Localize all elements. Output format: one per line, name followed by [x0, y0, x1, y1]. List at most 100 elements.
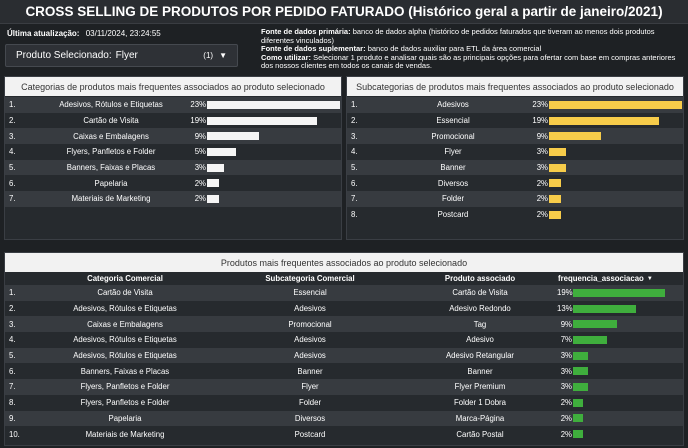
header-product[interactable]: Produto associado — [444, 274, 516, 283]
cell-frequency: 7% — [555, 335, 683, 344]
list-item[interactable]: 6. Papelaria 2% — [5, 175, 341, 192]
row-percent: 3% — [536, 163, 548, 173]
list-item[interactable]: 4. Flyer 3% — [347, 144, 683, 160]
table-row[interactable]: 4. Adesivos, Rótulos e Etiquetas Adesivos A… — [5, 332, 683, 348]
list-item[interactable]: 4. Flyers, Panfletos e Folder 5% — [5, 144, 341, 160]
list-item[interactable]: 3. Promocional 9% — [347, 128, 683, 145]
info-usage-text: Selecionar 1 produto e analisar quais sã… — [261, 52, 676, 71]
last-update-label: Última atualização: — [7, 29, 80, 38]
row-bar — [549, 147, 566, 156]
table-row[interactable]: 6. Banners, Faixas e Placas Banner Banner 3% — [5, 363, 683, 380]
row-bar-track — [207, 147, 341, 156]
cell-frequency: 3% — [555, 382, 683, 391]
cell-subcategory: Folder — [298, 398, 322, 408]
table-row[interactable]: 2. Adesivos, Rótulos e Etiquetas Adesivos A… — [5, 300, 683, 317]
cell-rank: 4. — [9, 335, 16, 345]
row-rank: 5. — [351, 163, 358, 173]
list-item[interactable]: 3. Caixas e Embalagens 9% — [5, 128, 341, 145]
row-bar-track — [549, 163, 683, 172]
cell-product: Tag — [473, 319, 487, 329]
row-percent: 19% — [532, 116, 548, 126]
list-item[interactable]: 8. Postcard 2% — [347, 206, 683, 223]
row-rank: 6. — [351, 178, 358, 188]
info-usage-label: Como utilizar: — [261, 52, 311, 62]
row-bar — [549, 163, 566, 172]
row-bar-track — [549, 132, 683, 141]
page-title: CROSS SELLING DE PRODUTOS POR PEDIDO FAT… — [0, 0, 688, 24]
table-row[interactable]: 9. Papelaria Diversos Marca-Página 2% — [5, 410, 683, 427]
info-supp-label: Fonte de dados suplementar: — [261, 44, 366, 54]
cell-frequency-bar — [573, 382, 588, 391]
info-box: Fonte de dados primária: banco de dados … — [257, 26, 685, 70]
cell-category: Banners, Faixas e Placas — [80, 366, 170, 376]
row-label: Materiais de Marketing — [71, 194, 151, 204]
row-rank: 3. — [351, 131, 358, 141]
row-label: Caixas e Embalagens — [73, 131, 149, 141]
row-bar-track — [549, 179, 683, 188]
cell-subcategory: Banner — [297, 366, 323, 376]
table-row[interactable]: 5. Adesivos, Rótulos e Etiquetas Adesivos A… — [5, 347, 683, 364]
table-row[interactable]: 7. Flyers, Panfletos e Folder Flyer Flyer P… — [5, 379, 683, 395]
row-bar-track — [207, 163, 341, 172]
cell-rank: 1. — [9, 288, 16, 298]
cell-frequency-track — [573, 382, 683, 391]
cell-rank: 10. — [9, 429, 20, 439]
cell-category: Papelaria — [108, 413, 142, 423]
table-row[interactable]: 10. Materiais de Marketing Postcard Cartão … — [5, 426, 683, 442]
cell-category: Adesivos, Rótulos e Etiquetas — [73, 335, 177, 345]
list-item[interactable]: 5. Banners, Faixas e Placas 3% — [5, 159, 341, 176]
table-row[interactable]: 3. Caixas e Embalagens Promocional Tag 9% — [5, 316, 683, 333]
header-category[interactable]: Categoria Comercial — [87, 274, 163, 283]
products-table-header: Categoria Comercial Subcategoria Comerci… — [5, 272, 683, 285]
header-subcategory[interactable]: Subcategoria Comercial — [265, 274, 355, 283]
cell-frequency-percent: 3% — [560, 382, 572, 392]
row-bar-track — [549, 100, 683, 109]
row-label: Adesivos — [437, 100, 469, 110]
page-title-text: CROSS SELLING DE PRODUTOS POR PEDIDO FAT… — [25, 4, 663, 19]
header-frequency[interactable]: frequencia_associacao ▼ — [555, 274, 683, 283]
row-rank: 4. — [351, 147, 358, 157]
cell-frequency: 9% — [555, 320, 683, 329]
cell-frequency-percent: 19% — [557, 288, 573, 298]
row-bar — [207, 147, 236, 156]
row-bar — [549, 132, 601, 141]
table-row[interactable]: 8. Flyers, Panfletos e Folder Folder Folder… — [5, 394, 683, 411]
product-selector-count: (1) — [203, 51, 214, 60]
info-usage: Como utilizar: Selecionar 1 produto e an… — [261, 52, 681, 71]
list-item[interactable]: 2. Cartão de Visita 19% — [5, 112, 341, 129]
list-item[interactable]: 6. Diversos 2% — [347, 175, 683, 192]
product-selector[interactable]: Produto Selecionado: Flyer (1) ▼ — [5, 44, 238, 67]
cell-rank: 2. — [9, 304, 16, 314]
info-supp-text: banco de dados auxiliar para ETL da área… — [365, 44, 542, 54]
chevron-down-icon[interactable]: ▼ — [219, 51, 227, 60]
row-label: Cartão de Visita — [83, 116, 139, 126]
list-item[interactable]: 7. Folder 2% — [347, 191, 683, 207]
row-rank: 2. — [9, 116, 16, 126]
list-item[interactable]: 1. Adesivos 23% — [347, 97, 683, 113]
cell-frequency-percent: 13% — [557, 304, 573, 314]
products-table-body: 1. Cartão de Visita Essencial Cartão de Vis… — [5, 285, 683, 442]
cell-category: Flyers, Panfletos e Folder — [80, 398, 170, 408]
row-rank: 7. — [351, 194, 358, 204]
cell-category: Cartão de Visita — [97, 288, 153, 298]
cell-rank: 8. — [9, 398, 16, 408]
sort-desc-icon[interactable]: ▼ — [646, 275, 653, 282]
list-item[interactable]: 1. Adesivos, Rótulos e Etiquetas 23% — [5, 97, 341, 113]
list-item[interactable]: 7. Materiais de Marketing 2% — [5, 191, 341, 207]
cell-frequency: 3% — [555, 367, 683, 376]
table-row[interactable]: 1. Cartão de Visita Essencial Cartão de Vis… — [5, 285, 683, 301]
row-percent: 2% — [536, 194, 548, 204]
row-label: Flyers, Panfletos e Folder — [66, 147, 156, 157]
header-frequency-label: frequencia_associacao — [558, 274, 644, 283]
list-item[interactable]: 5. Banner 3% — [347, 159, 683, 176]
cell-frequency-percent: 3% — [560, 351, 572, 361]
row-percent: 2% — [536, 210, 548, 220]
info-primary-text: banco de dados alpha (histórico de pedid… — [261, 27, 655, 45]
row-percent: 19% — [190, 116, 206, 126]
cell-rank: 6. — [9, 366, 16, 376]
row-bar — [549, 194, 561, 203]
list-item[interactable]: 2. Essencial 19% — [347, 112, 683, 129]
row-bar — [549, 179, 561, 188]
cell-category: Adesivos, Rótulos e Etiquetas — [73, 351, 177, 361]
row-rank: 5. — [9, 163, 16, 173]
